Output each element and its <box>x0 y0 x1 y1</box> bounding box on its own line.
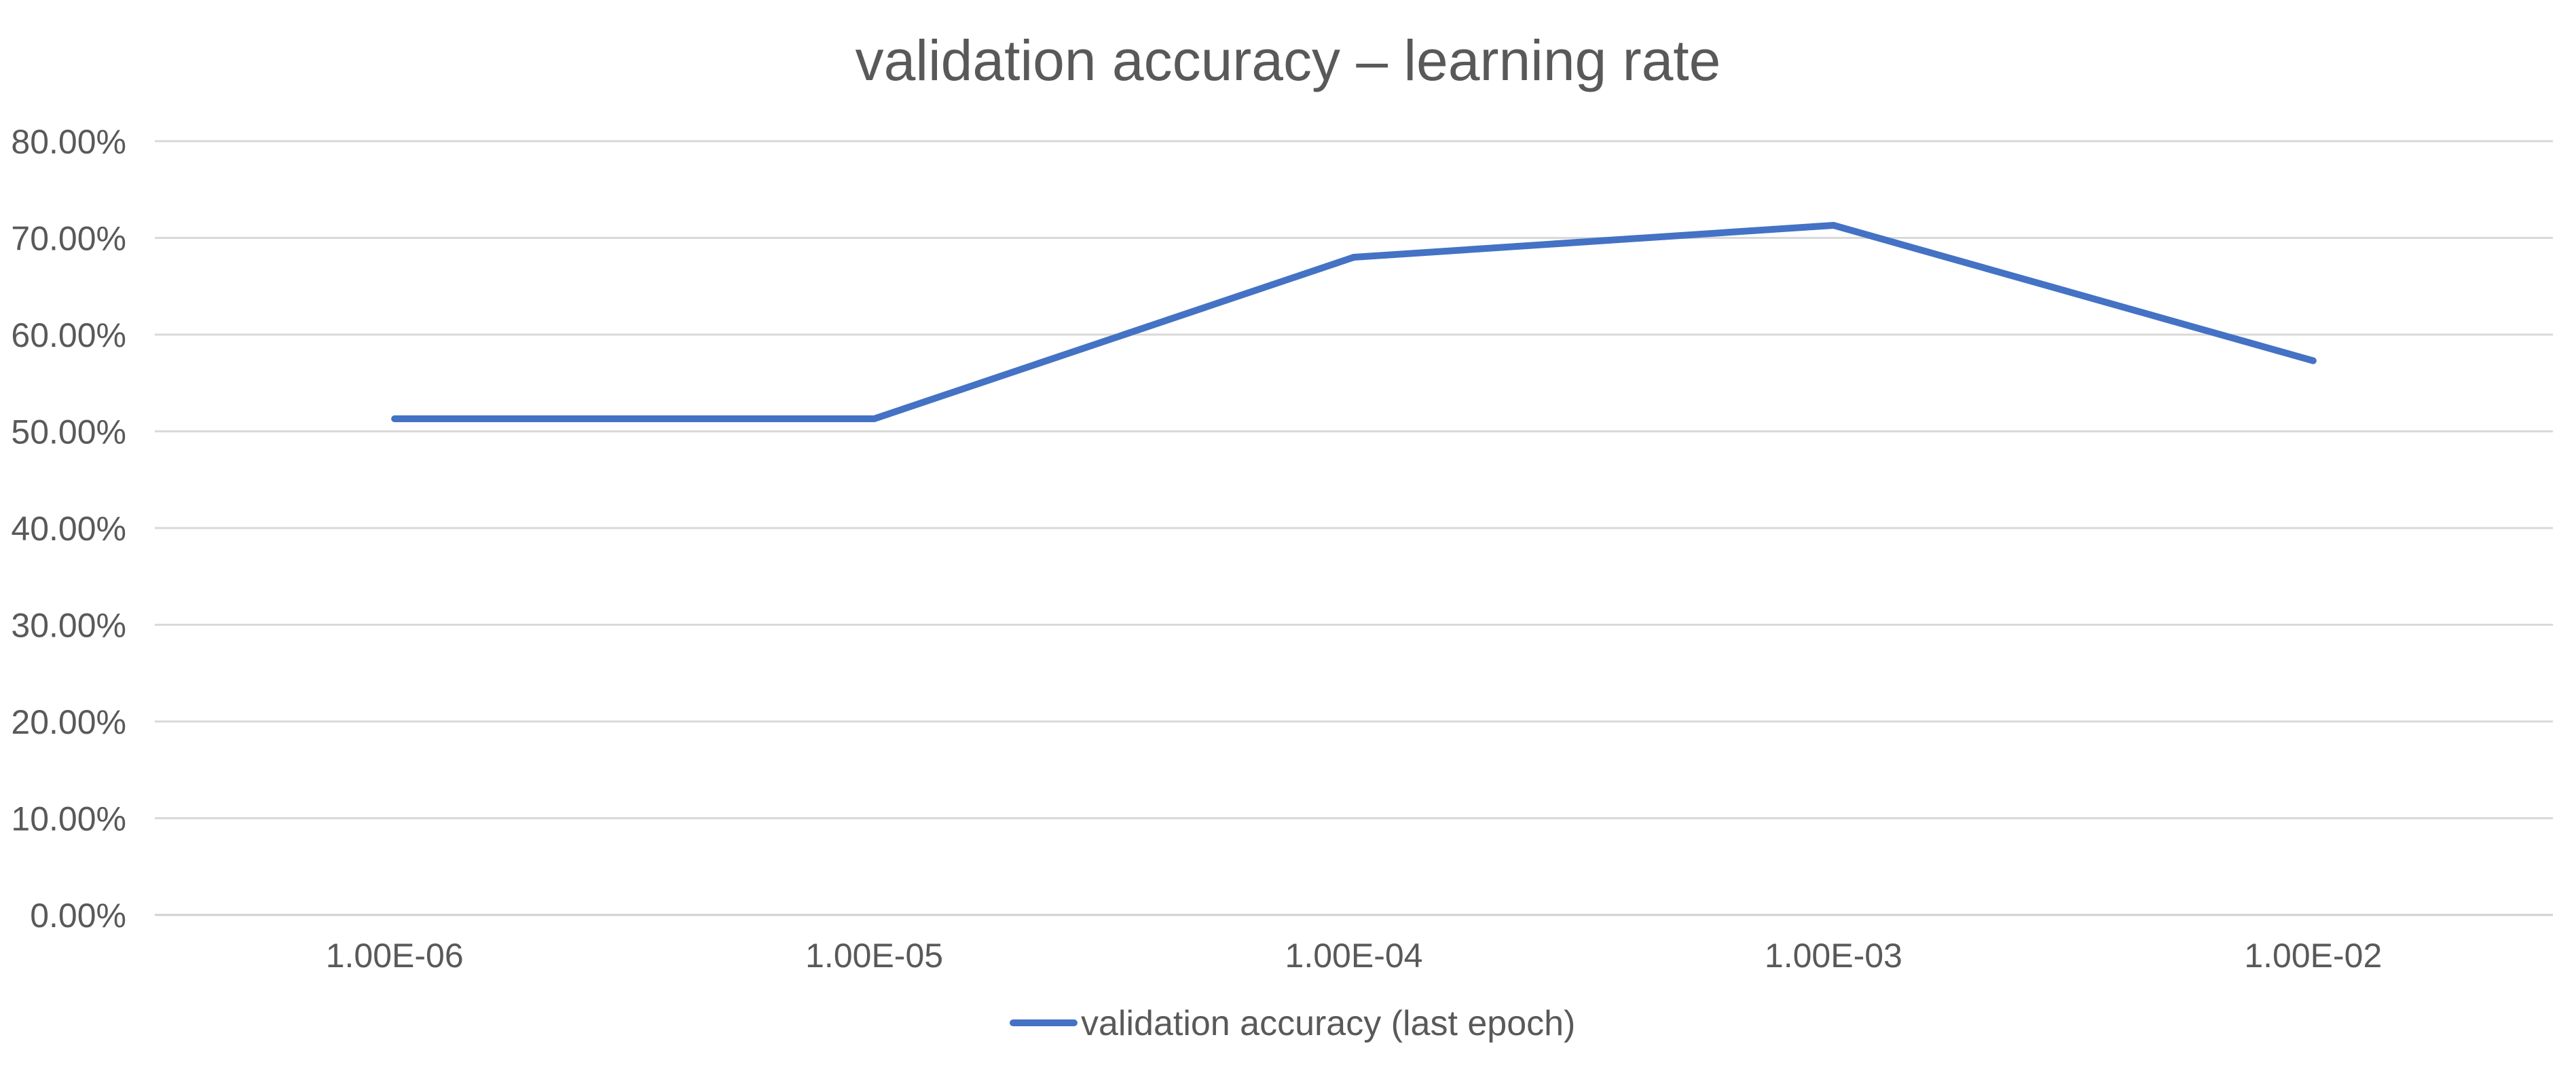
y-tick-label: 80.00% <box>11 123 126 161</box>
x-tick-label: 1.00E-04 <box>1285 937 1423 975</box>
y-tick-label: 50.00% <box>11 413 126 451</box>
y-tick-label: 30.00% <box>11 607 126 645</box>
data-point <box>870 415 878 422</box>
y-tick-label: 40.00% <box>11 510 126 548</box>
gridlines <box>155 140 2553 916</box>
y-tick-label: 10.00% <box>11 800 126 838</box>
legend: validation accuracy (last epoch) <box>1010 1004 1575 1043</box>
y-tick-label: 0.00% <box>30 897 126 935</box>
y-tick-label: 60.00% <box>11 316 126 354</box>
legend-label: validation accuracy (last epoch) <box>1081 1004 1575 1043</box>
x-tick-label: 1.00E-06 <box>326 937 464 975</box>
data-point <box>2309 357 2317 364</box>
data-point <box>1830 221 1837 229</box>
series-layer <box>391 221 2317 422</box>
y-axis-tick-labels: 0.00% 10.00% 20.00% 30.00% 40.00% 50.00% 60.00… <box>11 123 126 935</box>
y-tick-label: 70.00% <box>11 220 126 258</box>
x-axis-tick-labels: 1.00E-06 1.00E-05 1.00E-04 1.00E-03 1.00E-02 <box>326 937 2382 975</box>
x-tick-label: 1.00E-03 <box>1765 937 1902 975</box>
x-tick-label: 1.00E-02 <box>2244 937 2382 975</box>
x-tick-label: 1.00E-05 <box>805 937 943 975</box>
y-tick-label: 20.00% <box>11 703 126 741</box>
data-point <box>1350 254 1357 261</box>
chart-title: validation accuracy – learning rate <box>855 29 1721 92</box>
data-point <box>391 415 399 422</box>
